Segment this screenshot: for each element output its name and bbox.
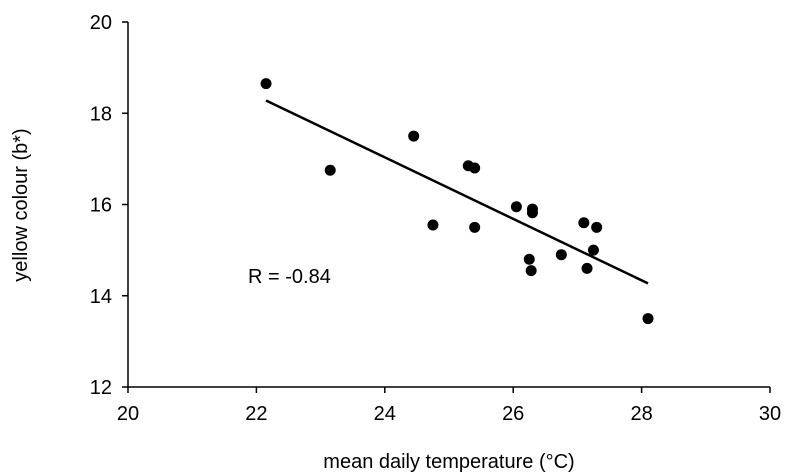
ticks: [122, 21, 771, 393]
y-tick-label: 20: [90, 12, 112, 34]
data-point-6: [469, 221, 481, 233]
data-point-16: [591, 221, 603, 233]
data-point-5: [469, 162, 481, 174]
x-tick-label: 22: [245, 403, 267, 425]
data-point-14: [581, 262, 593, 274]
data-points: [260, 78, 654, 325]
data-point-8: [523, 253, 535, 265]
data-point-9: [525, 265, 537, 277]
y-tick-label: 18: [90, 103, 112, 125]
y-tick-label: 14: [90, 286, 112, 308]
axes: [127, 22, 770, 388]
data-point-1: [324, 164, 336, 176]
data-point-0: [260, 78, 272, 90]
data-point-2: [408, 130, 420, 142]
y-axis-title: yellow colour (b*): [10, 128, 32, 281]
trendline: [265, 99, 649, 285]
r-annotation: R = -0.84: [248, 266, 331, 288]
trendline-group: [265, 99, 649, 285]
data-point-12: [555, 249, 567, 261]
x-tick-label: 28: [630, 403, 652, 425]
data-point-11: [526, 207, 538, 219]
tick-labels: 20 22 24 26 28 30 12 14 16 18 20: [90, 12, 781, 425]
y-tick-label: 12: [90, 377, 112, 399]
x-tick-label: 26: [502, 403, 524, 425]
data-point-15: [587, 244, 599, 256]
x-tick-label: 24: [374, 403, 396, 425]
x-tick-label: 20: [117, 403, 139, 425]
data-point-3: [427, 219, 439, 231]
x-tick-label: 30: [759, 403, 781, 425]
x-axis-title: mean daily temperature (°C): [323, 451, 574, 473]
data-point-17: [642, 313, 654, 325]
data-point-7: [510, 201, 522, 213]
y-tick-label: 16: [90, 195, 112, 217]
data-point-13: [578, 217, 590, 229]
